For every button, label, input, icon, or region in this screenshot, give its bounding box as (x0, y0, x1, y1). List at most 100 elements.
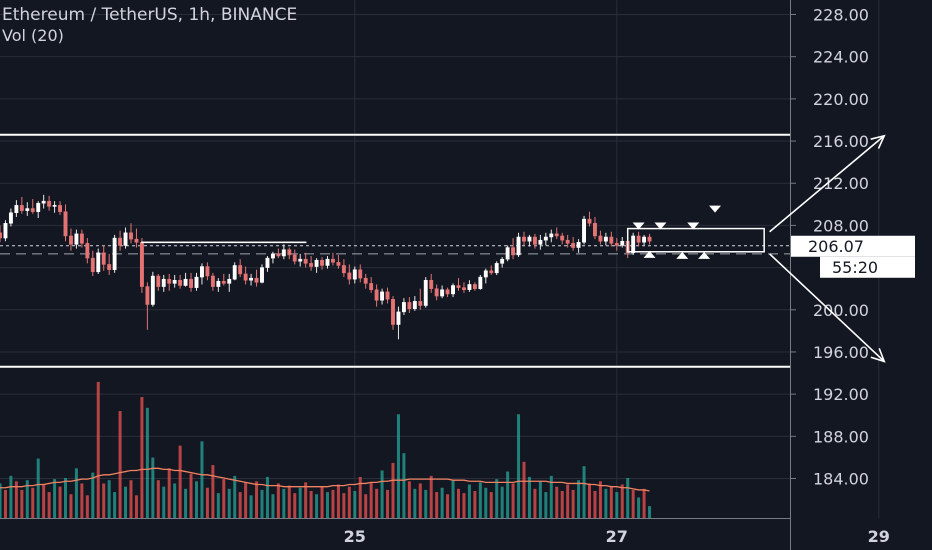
volume-bar (511, 483, 515, 518)
candle (472, 282, 477, 291)
volume-bar (304, 482, 308, 518)
candle-body (418, 301, 423, 306)
volume-bar (3, 489, 7, 518)
volume-bar (151, 457, 155, 518)
marker-down (654, 222, 667, 230)
candle-body (434, 288, 439, 297)
candle (161, 274, 166, 292)
candle-body (145, 286, 150, 305)
volume-bar (386, 489, 390, 518)
candle-body (303, 258, 308, 264)
volume-bar (533, 488, 537, 518)
volume-bar (69, 494, 73, 518)
candle (216, 278, 221, 292)
volume-bar (478, 482, 482, 518)
volume-bar (31, 487, 35, 518)
candle-body (139, 242, 144, 287)
candle (243, 266, 248, 285)
candle (238, 259, 243, 278)
candle (483, 268, 488, 284)
candle (522, 231, 526, 246)
candle (221, 273, 226, 286)
volume-bar (462, 493, 466, 518)
candle (63, 204, 68, 242)
candle (418, 288, 423, 310)
volume-bar (20, 489, 24, 518)
volume-bar (107, 480, 111, 518)
candle-body (462, 287, 466, 290)
volume-bar (189, 473, 193, 518)
volume-bar (36, 458, 40, 518)
candle-body (549, 233, 554, 238)
volume-bar (342, 493, 346, 518)
candle-body (620, 240, 625, 246)
candle (358, 264, 363, 283)
candle (167, 273, 172, 291)
countdown-label: 55:20 (832, 258, 878, 277)
candle-body (150, 275, 155, 305)
volume-bar (380, 470, 384, 518)
volume-bar (287, 485, 291, 518)
candle (227, 273, 232, 292)
y-tick-label: 216.00 (813, 132, 869, 151)
candle (642, 234, 647, 246)
candle (19, 196, 24, 214)
candle-body (538, 239, 543, 245)
volume-bar (282, 488, 286, 518)
candle-body (483, 270, 488, 278)
volume-bar (227, 488, 231, 518)
volume-bar (435, 492, 439, 518)
candle-body (58, 205, 62, 212)
candle (58, 201, 62, 215)
candle-body (576, 242, 581, 248)
y-tick-label: 220.00 (813, 90, 869, 109)
volume-bar (484, 487, 488, 518)
y-tick-label: 192.00 (813, 385, 869, 404)
candle-body (232, 265, 237, 280)
candle-body (172, 279, 177, 284)
marker-down (709, 205, 722, 213)
y-tick-label: 200.00 (813, 301, 869, 320)
marker-down (632, 222, 645, 230)
candle (527, 234, 532, 247)
candle (107, 253, 112, 275)
candle-body (292, 254, 297, 262)
candle-body (374, 289, 379, 301)
volume-bar (129, 480, 133, 518)
candle (516, 232, 521, 258)
volume-bar (113, 492, 117, 518)
candle (123, 227, 128, 249)
volume-bar (47, 492, 51, 518)
volume-ma-line (0, 467, 650, 492)
candle-body (391, 298, 395, 325)
candle-body (156, 275, 161, 287)
candle-body (25, 208, 30, 211)
volume-bar (413, 488, 417, 518)
volume-bar (566, 484, 570, 518)
candle-body (14, 205, 19, 214)
candle (620, 237, 625, 248)
candle-body (270, 253, 275, 259)
candle-body (287, 249, 292, 256)
volume-bar (620, 484, 624, 518)
arrow-line (769, 253, 885, 363)
volume-bar (446, 494, 450, 518)
candle-body (205, 266, 210, 277)
candle-body (276, 253, 281, 257)
candle-body (8, 212, 13, 224)
y-tick-label: 196.00 (813, 343, 869, 362)
candle-body (161, 278, 166, 287)
candle (96, 248, 101, 274)
volume-bar (315, 494, 319, 518)
candle-body (358, 269, 363, 279)
candle-body (0, 232, 2, 239)
volume-bar (53, 479, 57, 518)
candle (270, 251, 275, 264)
candle (347, 264, 352, 285)
volume-bar (80, 483, 84, 518)
candle (543, 232, 548, 246)
candle-body (90, 257, 95, 273)
candle-body (281, 249, 286, 257)
volume-bar (587, 483, 592, 518)
